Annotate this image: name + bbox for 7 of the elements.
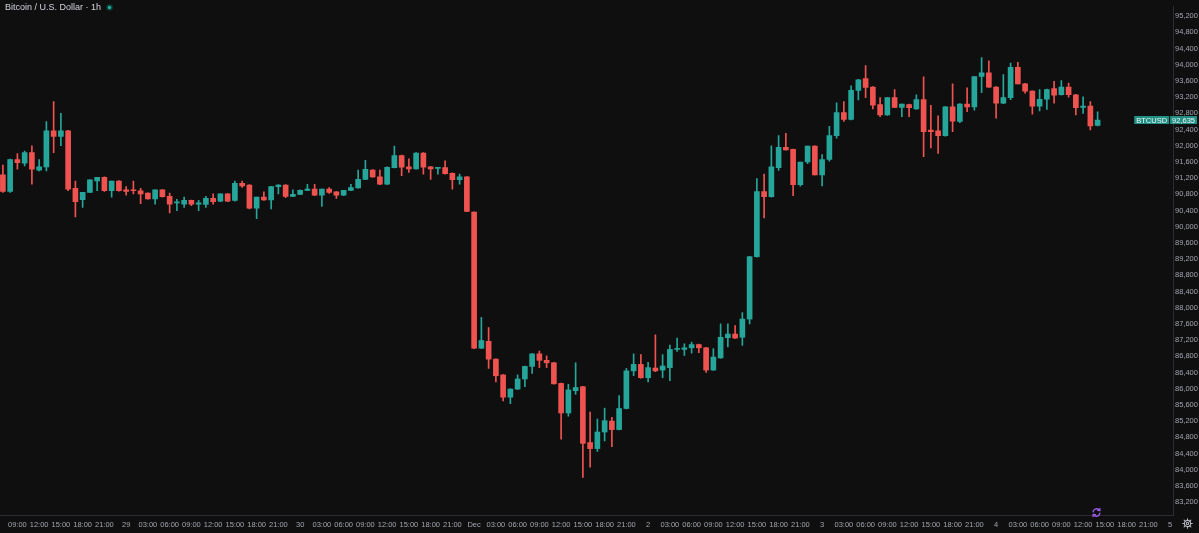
candlestick bbox=[725, 323, 731, 348]
chart-title: Bitcoin / U.S. Dollar · 1h bbox=[5, 2, 102, 12]
candlestick bbox=[1080, 96, 1086, 114]
candlestick bbox=[58, 113, 64, 147]
candlestick bbox=[761, 173, 767, 219]
candlestick bbox=[964, 87, 970, 113]
candlestick bbox=[406, 158, 412, 173]
